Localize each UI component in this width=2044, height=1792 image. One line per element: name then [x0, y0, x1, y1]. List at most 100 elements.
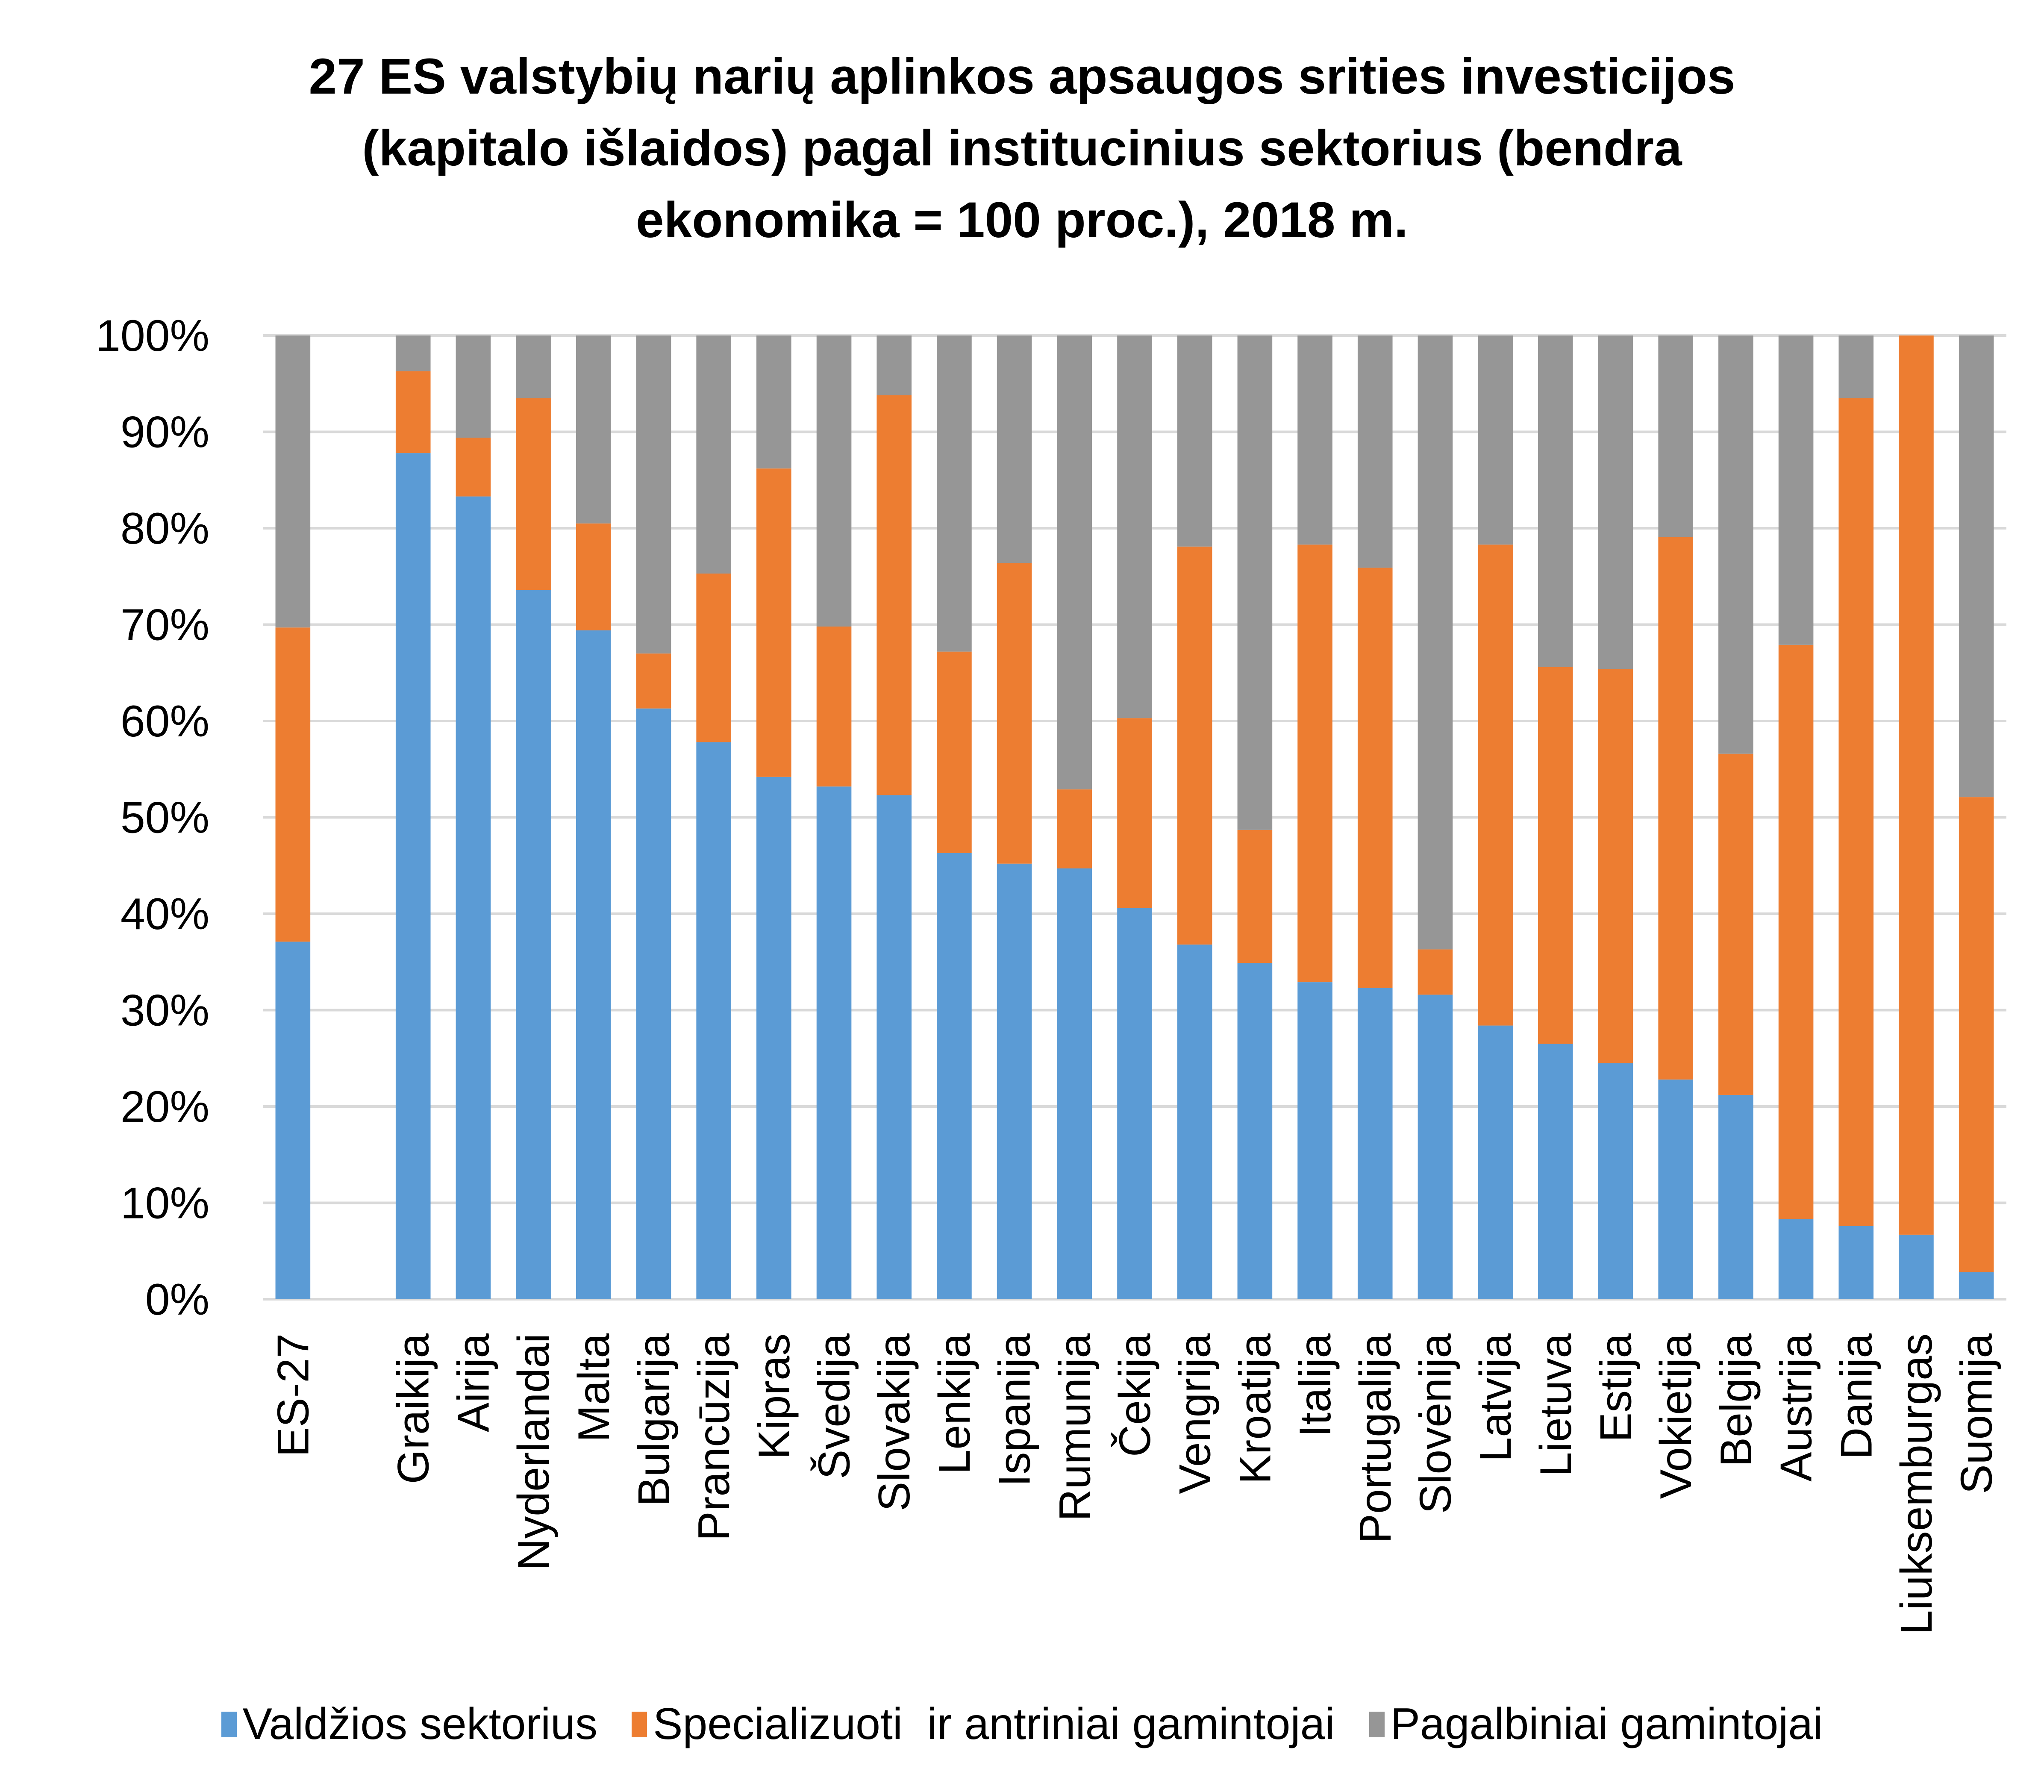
bar-segment — [576, 630, 611, 1299]
bar-segment — [816, 786, 852, 1299]
bar-segment — [1838, 398, 1874, 1226]
bar-segment — [696, 573, 731, 742]
bar-segment — [275, 627, 311, 942]
bar-segment — [395, 335, 431, 371]
bar-segment — [1959, 1272, 1994, 1299]
bar-segment — [576, 335, 611, 524]
y-tick-label: 90% — [121, 408, 209, 457]
chart-title: 27 ES valstybių narių aplinkos apsaugos … — [0, 41, 2044, 256]
legend-swatch-blue — [221, 1711, 237, 1737]
bar-segment — [1418, 949, 1453, 995]
bar-segment — [1297, 335, 1332, 545]
bar-segment — [516, 335, 551, 398]
bar-segment — [1718, 1095, 1753, 1299]
bar-segment — [1959, 335, 1994, 797]
y-tick-label: 60% — [121, 697, 209, 746]
legend-swatch-gray — [1369, 1711, 1385, 1737]
y-tick-label: 30% — [121, 986, 209, 1036]
x-tick-label: Čekija — [1110, 1333, 1160, 1457]
x-tick-label: Graikija — [389, 1333, 438, 1484]
bar-segment — [997, 563, 1032, 864]
x-tick-label: Austrija — [1772, 1333, 1821, 1482]
legend: Valdžios sektorius Specializuoti ir antr… — [0, 1699, 2044, 1750]
bar-segment — [516, 398, 551, 590]
bar-segment — [1297, 544, 1332, 983]
bar-segment — [1538, 667, 1573, 1044]
x-tick-label: Liuksemburgas — [1892, 1333, 1941, 1635]
x-tick-label: Lenkija — [930, 1333, 979, 1474]
x-tick-label: Lietuva — [1531, 1333, 1581, 1477]
bar-segment — [1718, 753, 1753, 1095]
bar-segment — [1177, 945, 1212, 1299]
bar-segment — [1237, 963, 1273, 1299]
bar-segment — [1177, 546, 1212, 945]
bar-segment — [876, 335, 912, 395]
bar-segment — [456, 496, 491, 1299]
bar-segment — [1177, 335, 1212, 547]
bar-segment — [1117, 718, 1152, 908]
x-tick-label: Estija — [1591, 1333, 1641, 1442]
bar-segment — [636, 335, 671, 654]
bar-segment — [1357, 335, 1393, 568]
bar-segment — [1117, 335, 1152, 718]
bar-segment — [1838, 1226, 1874, 1299]
bar-segment — [1838, 335, 1874, 398]
chart-title-line-3: ekonomika = 100 proc.), 2018 m. — [636, 192, 1408, 248]
bar-segment — [1959, 797, 1994, 1272]
bar-segment — [275, 335, 311, 628]
bar-segment — [1057, 335, 1092, 790]
bar-segment — [997, 335, 1032, 563]
x-tick-label: Slovakija — [870, 1333, 919, 1511]
bar-segment — [1237, 830, 1273, 963]
bar-segment — [756, 468, 791, 777]
bar-segment — [756, 777, 791, 1299]
x-tick-label: Danija — [1832, 1333, 1881, 1459]
legend-label: Valdžios sektorius — [242, 1699, 598, 1749]
bar-segment — [636, 708, 671, 1299]
x-tick-label: Italija — [1291, 1333, 1340, 1437]
x-tick-label: Prancūzija — [689, 1333, 739, 1541]
bar-segment — [1478, 1025, 1513, 1299]
legend-swatch-orange — [632, 1711, 647, 1737]
bar-segment — [576, 523, 611, 631]
y-tick-label: 100% — [96, 311, 209, 361]
bar-segment — [1418, 995, 1453, 1299]
y-tick-label: 70% — [121, 600, 209, 650]
bar-segment — [1718, 335, 1753, 754]
bar-segment — [395, 453, 431, 1299]
x-tick-label: Suomija — [1952, 1333, 2002, 1494]
bar-segment — [1598, 335, 1633, 669]
bar-segment — [756, 335, 791, 469]
bar-segment — [1418, 335, 1453, 950]
bar-segment — [395, 371, 431, 453]
bar-segment — [456, 335, 491, 438]
bar-segment — [275, 942, 311, 1299]
legend-label: Pagalbiniai gamintojai — [1390, 1699, 1823, 1749]
x-tick-label: Švedija — [810, 1333, 859, 1479]
bar-segment — [1899, 335, 1934, 1235]
legend-label: Specializuoti ir antriniai gamintojai — [653, 1699, 1335, 1749]
bar-segment — [1658, 537, 1694, 1080]
x-tick-label: Vokietija — [1651, 1333, 1701, 1499]
bar-segment — [1598, 1063, 1633, 1299]
y-tick-label: 50% — [121, 793, 209, 843]
x-tick-label: Kipras — [750, 1333, 799, 1459]
bar-segment — [1778, 1219, 1814, 1299]
x-tick-label: Airija — [449, 1333, 498, 1432]
bar-segment — [816, 627, 852, 787]
x-tick-label: Rumunija — [1050, 1333, 1100, 1521]
x-axis: ES-27 Graikija Airija Nyderlandai Malta Bulga… — [268, 1333, 2001, 1635]
bar-segment — [1237, 335, 1273, 830]
bar-segment — [1357, 988, 1393, 1299]
bar-segment — [1057, 868, 1092, 1299]
bar-segment — [1297, 982, 1332, 1299]
x-tick-label: Portugalija — [1351, 1333, 1400, 1544]
y-tick-label: 0% — [145, 1275, 209, 1324]
bars — [275, 335, 1994, 1299]
bar-segment — [1598, 669, 1633, 1063]
x-tick-label: Nyderlandai — [509, 1333, 559, 1571]
legend-item-pagalbiniai: Pagalbiniai gamintojai — [1369, 1699, 1823, 1750]
bar-segment — [696, 335, 731, 574]
bar-segment — [997, 863, 1032, 1299]
